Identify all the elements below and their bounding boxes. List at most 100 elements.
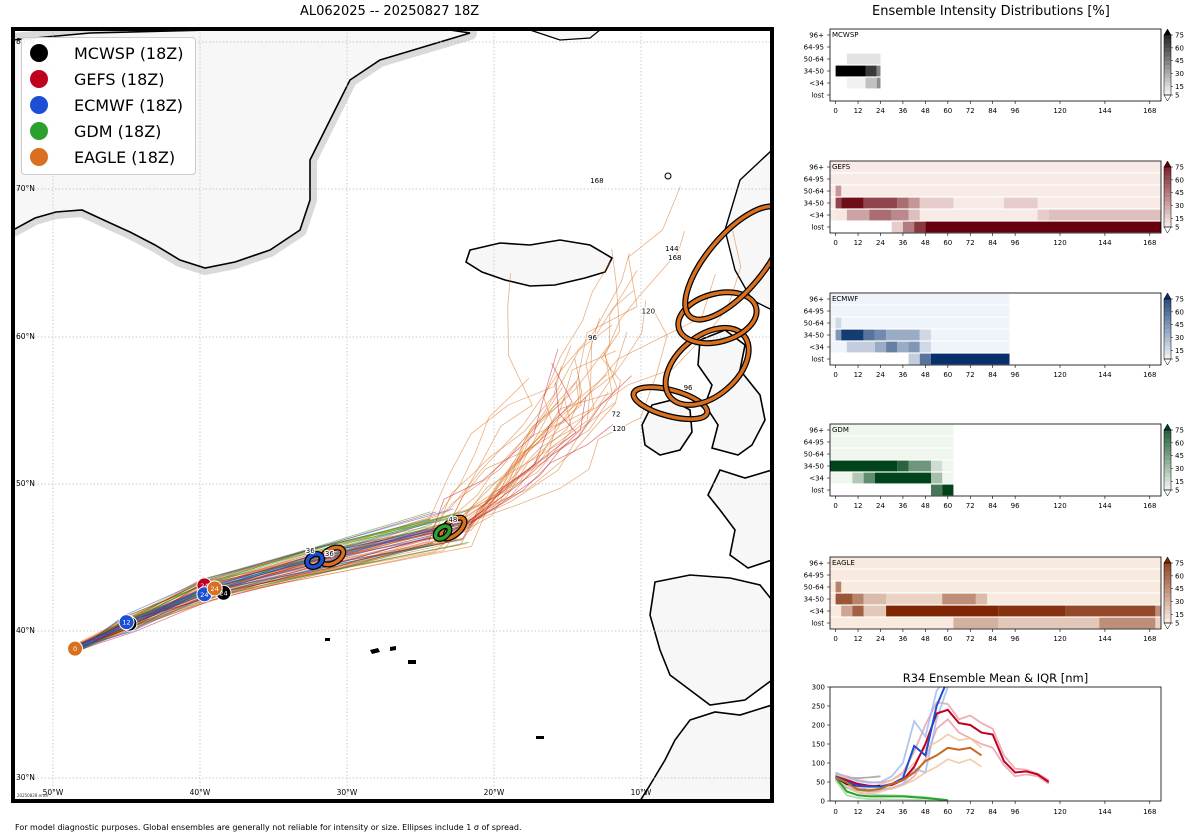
intensity-panels: MCWSP 96+ 64-95 50-64 34-50 <34 lost 0 12 24 36 48 6…: [804, 28, 1184, 816]
colorbar-segment: [1164, 588, 1171, 594]
heatmap-cell: [830, 436, 954, 448]
colorbar-segment: [1164, 601, 1171, 607]
mean-position-marker: [67, 640, 84, 657]
colorbar-frame: [1163, 429, 1172, 491]
heatmap-frame: [829, 423, 1162, 497]
colorbar-segment: [1164, 52, 1171, 57]
heatmap-cell: [835, 581, 842, 593]
heatmap-x-tick-label: 72: [966, 239, 975, 247]
ellipse-hour-label: 36: [306, 547, 315, 555]
colorbar-segment: [1164, 329, 1171, 334]
colorbar-segment: [1164, 350, 1171, 356]
heatmap-cell: [863, 197, 898, 209]
r34-x-tick-label: 24: [876, 808, 885, 816]
heatmap-x-tick-label: 96: [1011, 239, 1020, 247]
heatmap-cell: [975, 593, 988, 605]
azores-island: [325, 638, 330, 641]
heatmap-frame: [829, 292, 1162, 366]
colorbar-segment: [1164, 575, 1171, 581]
colorbar-tick-label: 30: [1175, 70, 1184, 78]
r34-gefs-mean-line: [835, 708, 1050, 788]
heatmap-cell: [830, 197, 1161, 209]
ensemble-track: [74, 186, 681, 646]
spread-ellipse: [631, 385, 710, 421]
iceland-landmass: [465, 239, 614, 287]
heatmap-x-tick-label: 36: [898, 371, 907, 379]
heatmap-frame: [829, 28, 1162, 102]
heatmap-cell: [930, 460, 943, 472]
colorbar-segment: [1164, 35, 1171, 40]
r34-y-tick-label: 0: [821, 798, 825, 806]
r34-line-chart: R34 Ensemble Mean & IQR [nm] 0 50 100 150 200…: [812, 671, 1162, 816]
heatmap-x-tick-label: 120: [1053, 239, 1066, 247]
colorbar-frame: [1163, 34, 1172, 96]
heatmap-cell: [865, 65, 877, 77]
heatmap-y-tick-label: <34: [809, 608, 824, 616]
colorbar-segment: [1164, 184, 1171, 189]
colorbar-segment: [1164, 86, 1171, 92]
legend-label: ECMWF (18Z): [74, 95, 183, 115]
colorbar-segment: [1164, 593, 1171, 598]
spread-ellipse: [433, 524, 452, 541]
colorbar-segment: [1164, 451, 1171, 457]
heatmap-x-tick-label: 72: [966, 371, 975, 379]
colorbar-tick-label: 5: [1175, 224, 1179, 232]
colorbar-segment: [1164, 316, 1171, 321]
heatmap-cell: [1099, 617, 1156, 629]
heatmap-cell: [852, 472, 864, 484]
heatmap-x-tick-label: 60: [943, 371, 952, 379]
r34-x-tick-label: 144: [1098, 808, 1112, 816]
heatmap-cell: [874, 472, 931, 484]
heatmap-cell: [835, 593, 853, 605]
colorbar-segment: [1164, 430, 1171, 435]
spread-ellipse: [663, 326, 751, 407]
heatmap-cell: [841, 605, 853, 617]
heatmap-frame: [829, 556, 1162, 630]
heatmap-background: [830, 293, 1161, 365]
heatmap-cell: [841, 197, 864, 209]
heatmap-cell: [846, 209, 870, 221]
heatmap-cell: [830, 161, 1161, 173]
heatmap-x-tick-label: 96: [1011, 502, 1020, 510]
colorbar-tick-label: 15: [1175, 83, 1184, 91]
heatmap-cell: [886, 593, 943, 605]
heatmap-y-tick-label: 96+: [809, 164, 824, 172]
ensemble-track: [74, 448, 547, 650]
spread-ellipse: [676, 290, 759, 345]
heatmap-x-tick-label: 36: [898, 502, 907, 510]
colorbar-frame: [1163, 298, 1172, 360]
colorbar-segment: [1164, 354, 1171, 360]
colorbar-segment: [1164, 563, 1171, 568]
map-stamp: 20250828 ensh: [17, 793, 49, 798]
heatmap-y-tick-label: <34: [809, 212, 824, 220]
heatmap-cell: [863, 605, 887, 617]
heatmap-cell: [863, 472, 875, 484]
heatmap-x-tick-label: 72: [966, 635, 975, 643]
heatmap-cell: [852, 593, 864, 605]
heatmap-x-tick-label: 120: [1053, 107, 1066, 115]
heatmap-cell: [876, 65, 881, 77]
heatmap-y-tick-label: lost: [811, 620, 824, 628]
heatmap-cell: [865, 77, 877, 89]
colorbar-segment: [1164, 460, 1171, 465]
legend-item-gdm: GDM (18Z): [30, 119, 161, 143]
heatmap-cell: [830, 305, 1010, 317]
r34-x-tick-label: 84: [988, 808, 997, 816]
heatmap-cell: [830, 593, 1161, 605]
heatmap-cell: [830, 448, 954, 460]
heatmap-cell: [1155, 605, 1161, 617]
heatmap-y-tick-label: lost: [811, 92, 824, 100]
colorbar-extend-max: [1163, 28, 1172, 36]
heatmap-cell: [886, 329, 920, 341]
heatmap-cell: [830, 569, 1161, 581]
r34-gefs-iqr-line: [835, 718, 1050, 791]
heatmap-eagle: EAGLE 96+ 64-95 50-64 34-50 <34 lost 0 12 24 36 48 6…: [804, 556, 1184, 643]
heatmap-model-label: GEFS: [832, 163, 851, 171]
colorbar-tick-label: 60: [1175, 176, 1184, 184]
colorbar-segment: [1164, 73, 1171, 79]
colorbar-segment: [1164, 447, 1171, 452]
colorbar-segment: [1164, 442, 1171, 448]
heatmap-cell: [863, 593, 887, 605]
heatmap-cell: [919, 197, 954, 209]
heatmap-y-tick-label: 50-64: [804, 584, 825, 592]
